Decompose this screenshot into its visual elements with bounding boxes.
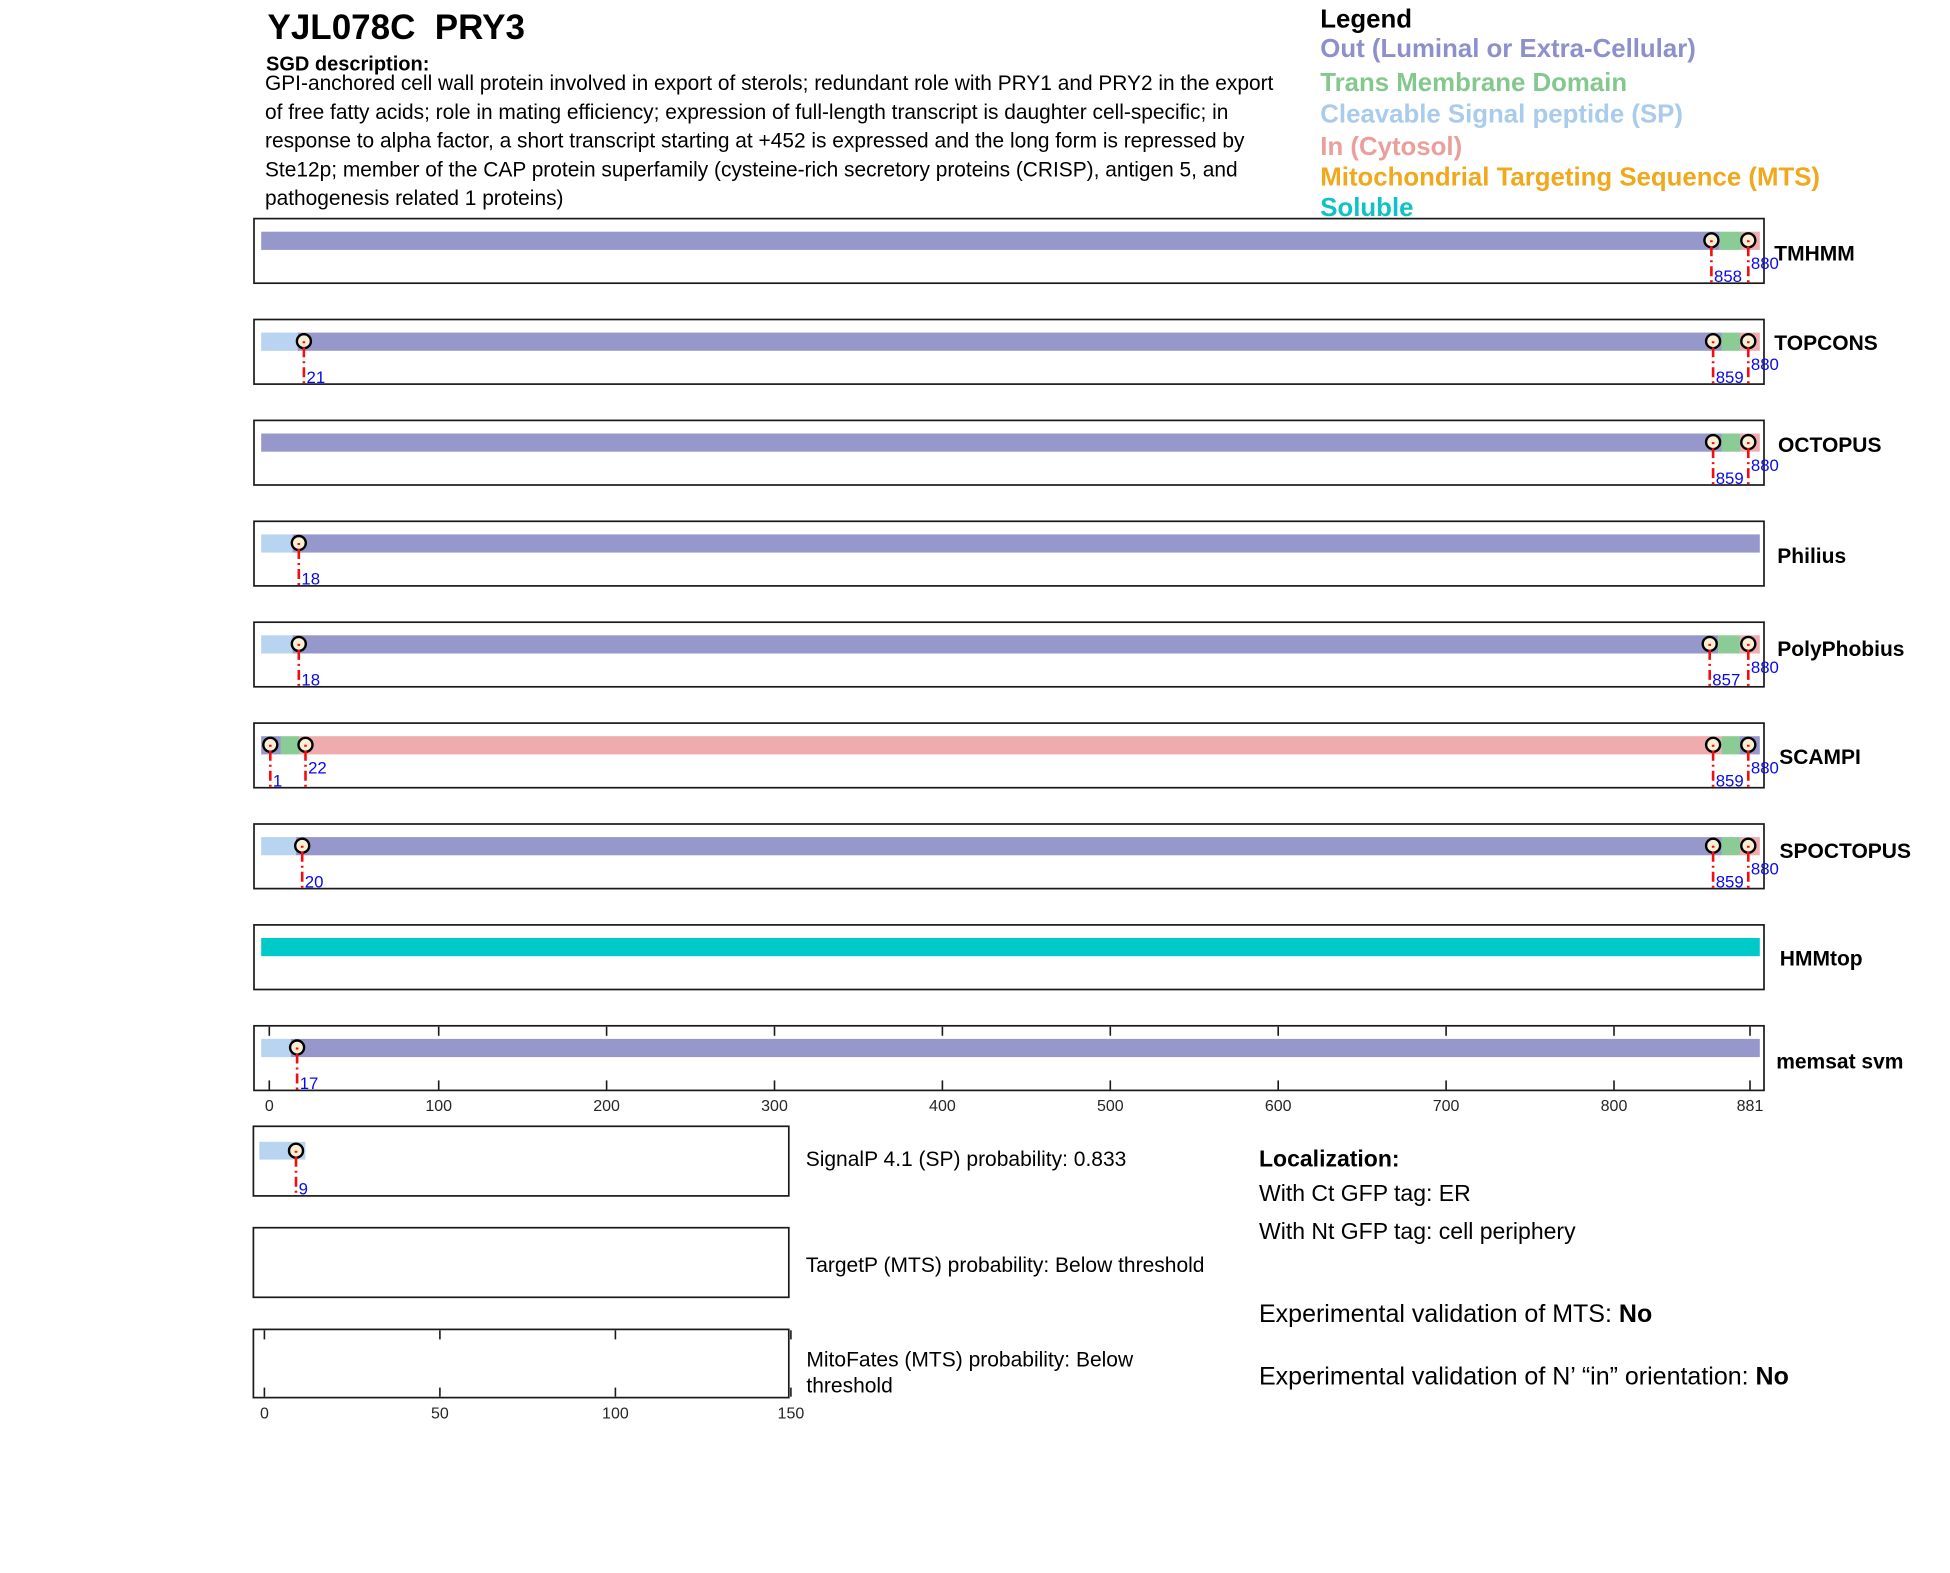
svg-text:880: 880 [1751,658,1779,677]
svg-text:700: 700 [1433,1098,1460,1115]
svg-text:memsat svm: memsat svm [1776,1051,1903,1074]
svg-text:With Ct GFP tag: ER: With Ct GFP tag: ER [1259,1180,1471,1206]
svg-text:Out (Luminal or Extra-Cellular: Out (Luminal or Extra-Cellular) [1320,35,1696,63]
svg-text:Philius: Philius [1777,545,1846,568]
svg-text:SignalP 4.1 (SP) probability:: SignalP 4.1 (SP) probability: 0.833 [806,1148,1127,1171]
svg-text:SGD description:: SGD description: [266,53,429,75]
svg-text:880: 880 [1751,355,1779,374]
svg-text:TMHMM: TMHMM [1774,243,1854,266]
svg-text:Experimental validation of MTS: Experimental validation of MTS: No [1259,1300,1652,1328]
svg-text:Legend: Legend [1320,6,1412,34]
svg-text:859: 859 [1716,872,1744,891]
svg-text:800: 800 [1601,1098,1628,1115]
svg-text:Trans Membrane Domain: Trans Membrane Domain [1320,69,1627,97]
svg-text:threshold: threshold [806,1375,892,1398]
svg-text:880: 880 [1751,860,1779,879]
svg-text:150: 150 [778,1406,805,1423]
svg-text:response to alpha factor, a sh: response to alpha factor, a short transc… [265,130,1245,153]
svg-text:of free fatty acids; role in m: of free fatty acids; role in mating effi… [265,101,1228,124]
svg-text:With Nt GFP tag: cell peripher: With Nt GFP tag: cell periphery [1259,1218,1576,1244]
svg-text:0: 0 [265,1098,274,1115]
svg-text:YJL078C PRY3: YJL078C PRY3 [268,8,525,47]
svg-text:Soluble: Soluble [1320,194,1413,222]
svg-text:HMMtop: HMMtop [1780,948,1863,971]
svg-text:TargetP (MTS) probability: Bel: TargetP (MTS) probability: Below thresho… [806,1254,1205,1277]
svg-text:Cleavable Signal peptide (SP): Cleavable Signal peptide (SP) [1320,100,1683,128]
svg-text:859: 859 [1716,368,1744,387]
svg-text:858: 858 [1714,267,1742,286]
svg-text:300: 300 [761,1098,788,1115]
svg-text:PolyPhobius: PolyPhobius [1777,638,1904,661]
svg-text:Localization:: Localization: [1259,1146,1400,1172]
svg-text:MitoFates (MTS) probability: B: MitoFates (MTS) probability: Below [806,1348,1134,1371]
svg-text:880: 880 [1751,759,1779,778]
svg-text:857: 857 [1712,671,1740,690]
svg-text:In (Cytosol): In (Cytosol) [1320,133,1462,161]
svg-text:880: 880 [1751,456,1779,475]
svg-text:400: 400 [929,1098,956,1115]
svg-text:Experimental validation of N’: Experimental validation of N’ “in” orien… [1259,1363,1789,1391]
svg-text:50: 50 [431,1406,449,1423]
svg-text:859: 859 [1716,772,1744,791]
svg-text:SPOCTOPUS: SPOCTOPUS [1780,840,1911,863]
svg-text:500: 500 [1097,1098,1124,1115]
svg-text:SCAMPI: SCAMPI [1779,746,1861,769]
svg-text:859: 859 [1716,469,1744,488]
svg-text:18: 18 [301,671,320,690]
svg-text:9: 9 [299,1180,308,1199]
svg-text:21: 21 [307,368,326,387]
svg-text:600: 600 [1265,1098,1292,1115]
svg-text:1: 1 [273,772,282,791]
svg-text:0: 0 [260,1406,269,1423]
svg-text:22: 22 [308,759,327,778]
svg-text:20: 20 [305,872,324,891]
svg-text:OCTOPUS: OCTOPUS [1778,434,1881,457]
svg-text:100: 100 [425,1098,452,1115]
svg-text:Ste12p; member of the CAP prot: Ste12p; member of the CAP protein superf… [265,158,1238,181]
svg-text:100: 100 [602,1406,629,1423]
svg-text:880: 880 [1751,254,1779,273]
svg-text:pathogenesis related 1 protein: pathogenesis related 1 proteins) [265,187,563,210]
svg-text:GPI-anchored cell wall protein: GPI-anchored cell wall protein involved … [265,72,1274,95]
svg-text:Mitochondrial Targeting Sequen: Mitochondrial Targeting Sequence (MTS) [1320,163,1820,191]
svg-text:TOPCONS: TOPCONS [1774,332,1877,355]
svg-text:881: 881 [1737,1098,1764,1115]
svg-text:18: 18 [301,570,320,589]
svg-text:200: 200 [593,1098,620,1115]
svg-text:17: 17 [300,1074,319,1093]
